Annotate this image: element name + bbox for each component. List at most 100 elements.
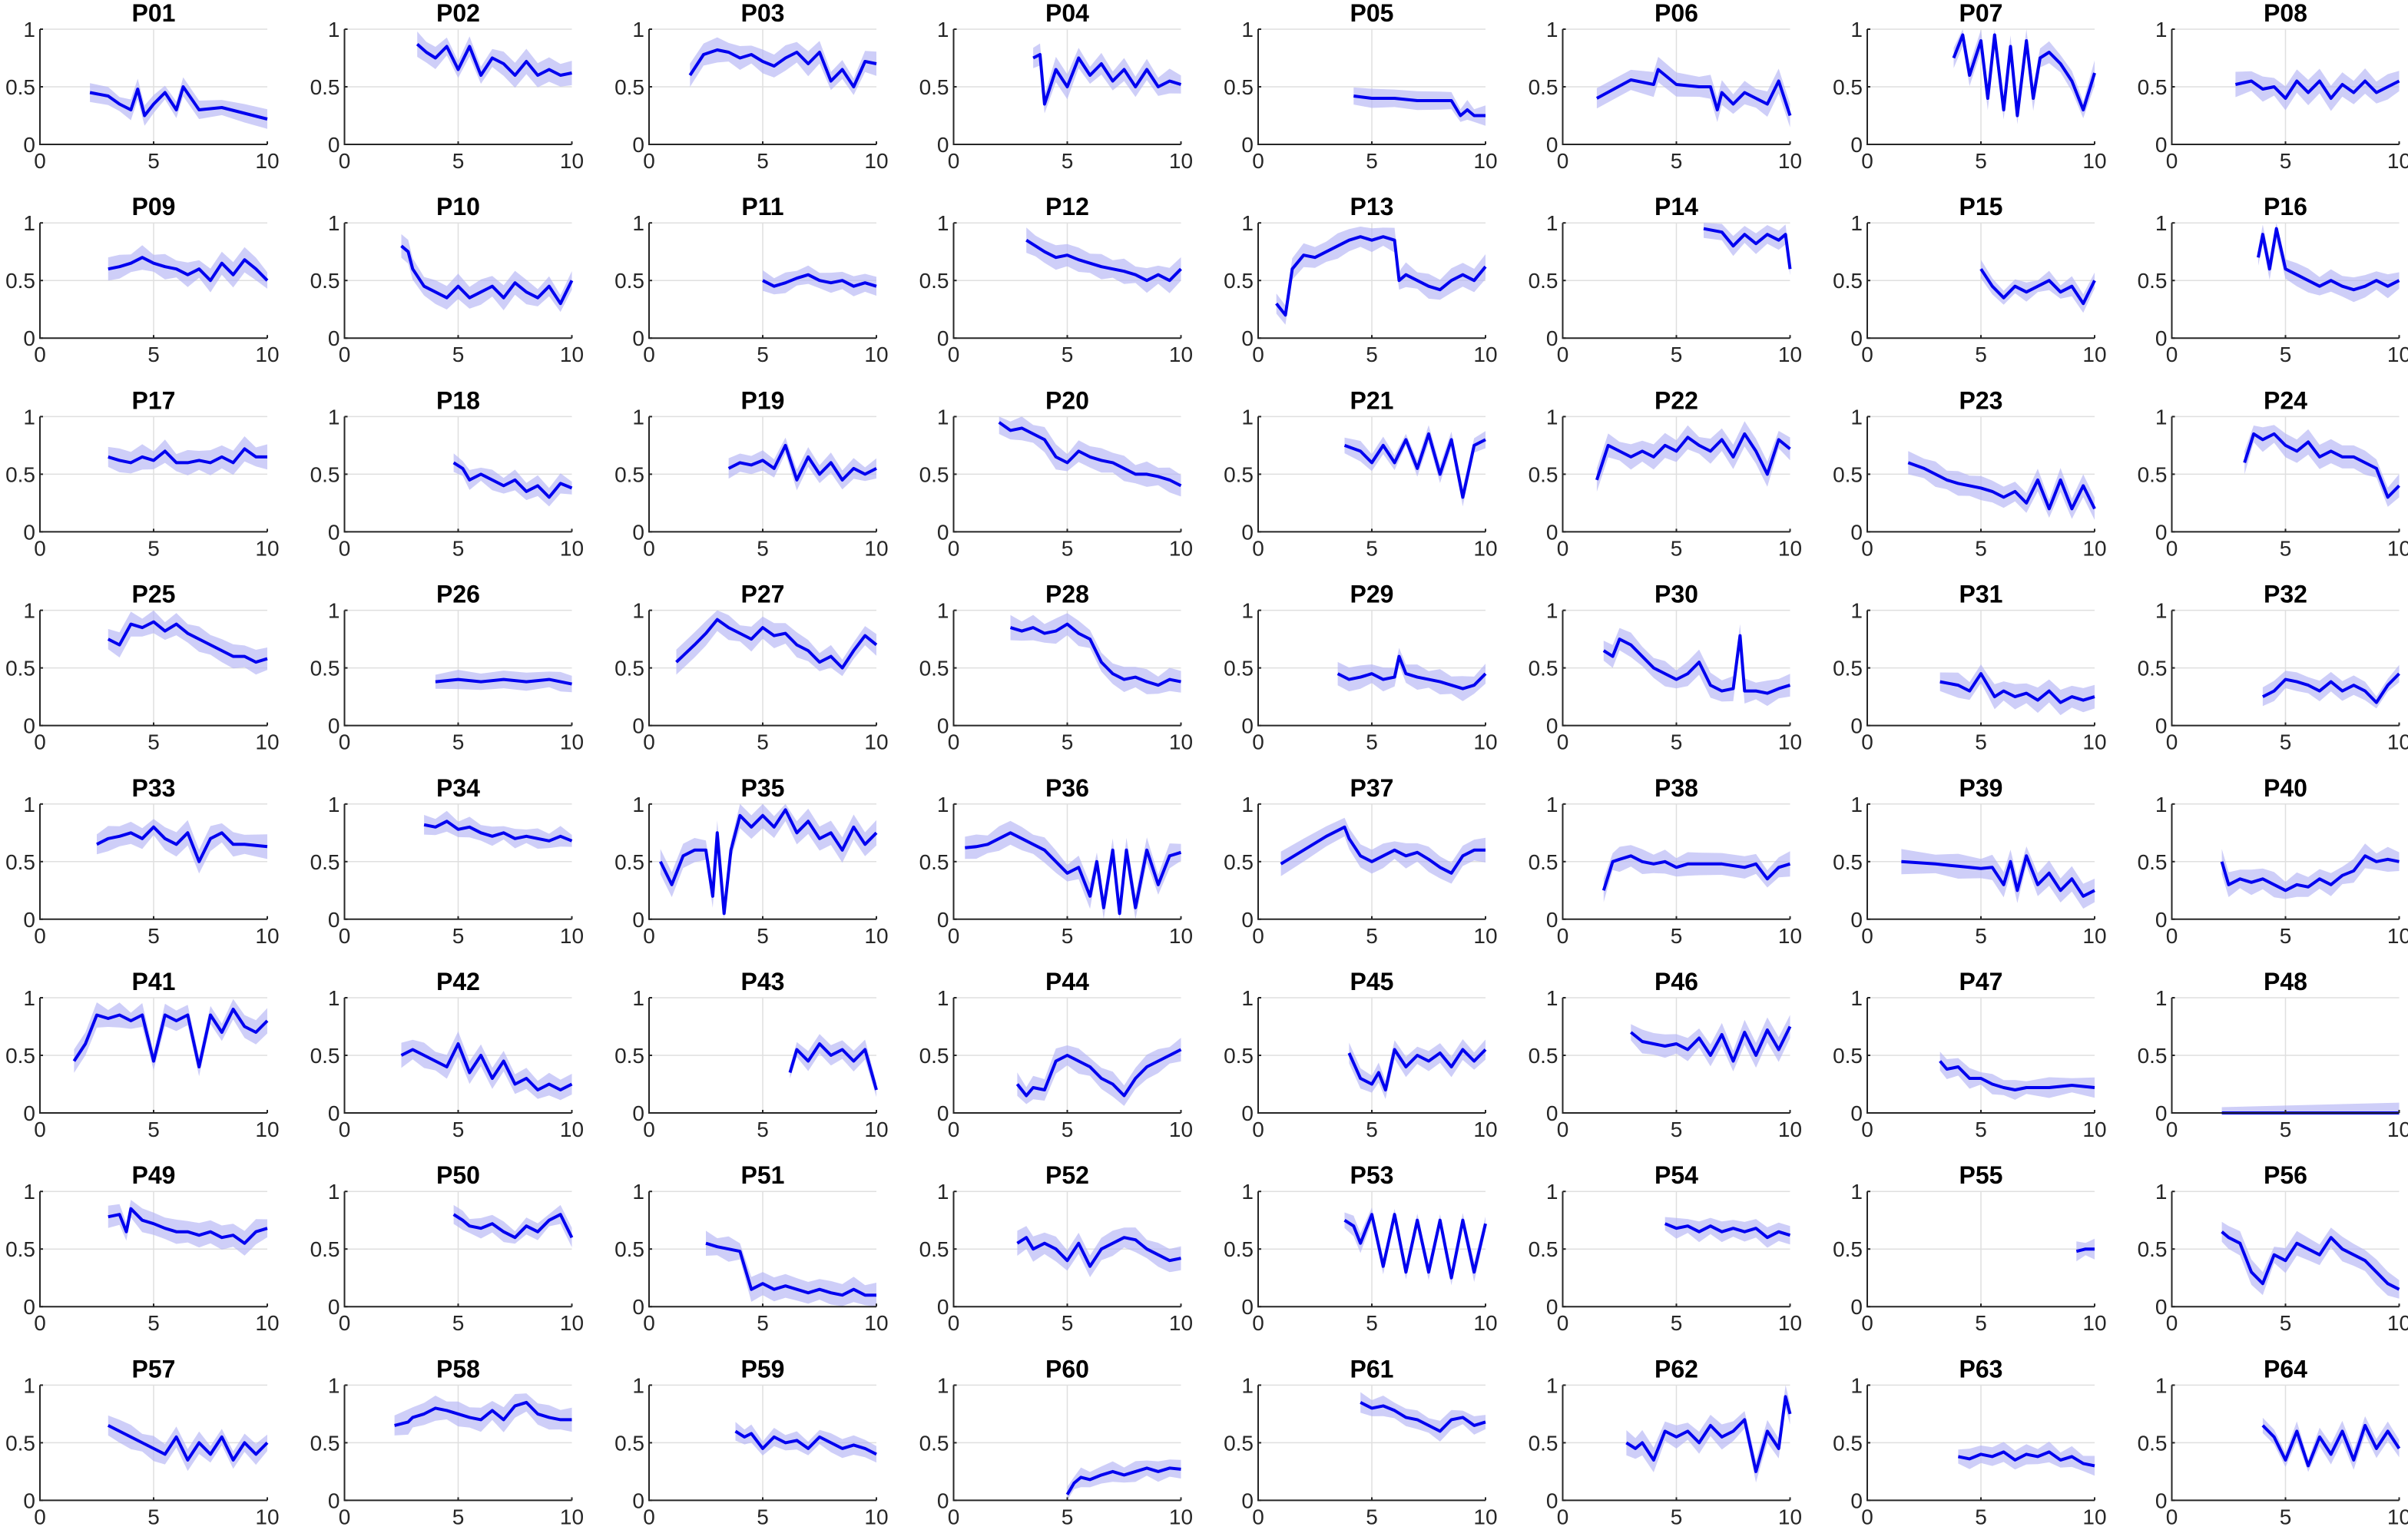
panel-p15: 0 5 10 0 0.5 1 P15	[1833, 193, 2107, 366]
panel-title: P30	[1654, 581, 1698, 608]
x-tick-label: 5	[452, 1311, 465, 1335]
x-tick-label: 5	[1975, 730, 1987, 754]
y-tick-label: 1	[328, 986, 340, 1010]
x-tick-label: 0	[1252, 1311, 1264, 1335]
y-tick-label: 0	[2155, 908, 2168, 932]
y-tick-label: 0	[1241, 714, 1254, 738]
y-tick-label: 0	[23, 520, 35, 544]
x-tick-label: 10	[2387, 536, 2408, 560]
series-line	[1016, 1236, 1181, 1268]
y-tick-label: 1	[632, 793, 644, 816]
x-tick-label: 5	[757, 149, 769, 173]
x-tick-label: 10	[2082, 149, 2106, 173]
series-line	[452, 461, 573, 499]
x-tick-label: 5	[1062, 149, 1074, 173]
panel-title: P28	[1045, 581, 1089, 608]
panel-title: P09	[132, 193, 176, 220]
x-tick-label: 0	[643, 924, 655, 948]
x-tick-label: 5	[1671, 730, 1683, 754]
panel-p37: 0 5 10 0 0.5 1 P37	[1224, 774, 1498, 948]
x-tick-label: 5	[1975, 343, 1987, 366]
panel-p12: 0 5 10 0 0.5 1 P12	[919, 193, 1194, 366]
x-tick-label: 5	[452, 1118, 465, 1141]
panel-title: P16	[2264, 193, 2307, 220]
x-tick-label: 5	[1975, 149, 1987, 173]
panel-title: P04	[1045, 0, 1089, 27]
panel-p54: 0 5 10 0 0.5 1 P54	[1529, 1161, 1803, 1335]
x-tick-label: 5	[1671, 343, 1683, 366]
confidence-band	[2244, 425, 2400, 507]
panel-title: P34	[436, 774, 480, 802]
y-tick-label: 1	[2155, 1373, 2168, 1397]
panel-title: P56	[2264, 1161, 2307, 1189]
confidence-band	[108, 1200, 267, 1256]
y-tick-label: 0.5	[919, 1237, 949, 1261]
y-tick-label: 0.5	[919, 657, 949, 681]
x-tick-label: 10	[864, 924, 888, 948]
y-tick-label: 0	[937, 133, 949, 157]
x-tick-label: 0	[339, 730, 351, 754]
x-tick-label: 10	[255, 1311, 279, 1335]
y-tick-label: 1	[1850, 18, 1863, 41]
x-tick-label: 0	[948, 1118, 960, 1141]
y-tick-label: 0	[2155, 1489, 2168, 1512]
panel-p46: 0 5 10 0 0.5 1 P46	[1529, 968, 1803, 1141]
y-tick-label: 0	[632, 908, 644, 932]
x-tick-label: 5	[1366, 536, 1378, 560]
y-tick-label: 0.5	[1833, 657, 1863, 681]
series-line	[2220, 854, 2400, 892]
y-tick-label: 1	[1241, 211, 1254, 235]
x-tick-label: 0	[1557, 1311, 1569, 1335]
y-tick-label: 0	[1850, 326, 1863, 350]
x-tick-label: 10	[255, 1505, 279, 1528]
panel-p51: 0 5 10 0 0.5 1 P51	[614, 1161, 889, 1335]
x-tick-label: 10	[2082, 1505, 2106, 1528]
y-tick-label: 0	[2155, 1295, 2168, 1319]
x-tick-label: 5	[757, 924, 769, 948]
x-tick-label: 10	[255, 149, 279, 173]
x-tick-label: 0	[34, 343, 46, 366]
panel-title: P43	[741, 968, 785, 995]
panel-title: P25	[132, 581, 176, 608]
y-tick-label: 1	[2155, 18, 2168, 41]
x-tick-label: 5	[2280, 149, 2292, 173]
y-tick-label: 1	[1546, 1373, 1558, 1397]
y-tick-label: 0.5	[1224, 75, 1254, 99]
y-tick-label: 0	[1850, 520, 1863, 544]
y-tick-label: 1	[328, 793, 340, 816]
y-tick-label: 1	[1850, 793, 1863, 816]
y-tick-label: 0.5	[5, 1237, 35, 1261]
y-tick-label: 0	[2155, 520, 2168, 544]
series-line	[394, 1400, 572, 1427]
y-tick-label: 0.5	[919, 269, 949, 293]
y-tick-label: 1	[23, 793, 35, 816]
x-tick-label: 0	[2166, 343, 2178, 366]
y-tick-label: 0	[1241, 1101, 1254, 1125]
x-tick-label: 0	[1861, 536, 1873, 560]
y-tick-label: 0	[632, 520, 644, 544]
series-line	[108, 447, 267, 465]
y-tick-label: 0	[937, 520, 949, 544]
confidence-band	[1953, 29, 2095, 124]
series-line	[1601, 854, 1791, 891]
y-tick-label: 1	[328, 1373, 340, 1397]
y-tick-label: 0	[23, 1489, 35, 1512]
y-tick-label: 1	[23, 18, 35, 41]
y-tick-label: 1	[1241, 1180, 1254, 1204]
panel-title: P23	[1959, 386, 2003, 414]
x-tick-label: 0	[1861, 730, 1873, 754]
y-tick-label: 0	[23, 1295, 35, 1319]
panel-p62: 0 5 10 0 0.5 1 P62	[1529, 1355, 1803, 1528]
x-tick-label: 5	[2280, 343, 2292, 366]
series-line	[416, 43, 572, 77]
panel-p35: 0 5 10 0 0.5 1 P35	[614, 774, 889, 948]
y-tick-label: 1	[632, 599, 644, 623]
panel-title: P63	[1959, 1355, 2003, 1383]
x-tick-label: 0	[1557, 343, 1569, 366]
x-tick-label: 0	[948, 730, 960, 754]
y-tick-label: 1	[1241, 1373, 1254, 1397]
y-tick-label: 0.5	[1833, 269, 1863, 293]
y-tick-label: 0	[1850, 133, 1863, 157]
y-tick-label: 0	[328, 908, 340, 932]
x-tick-label: 0	[948, 343, 960, 366]
